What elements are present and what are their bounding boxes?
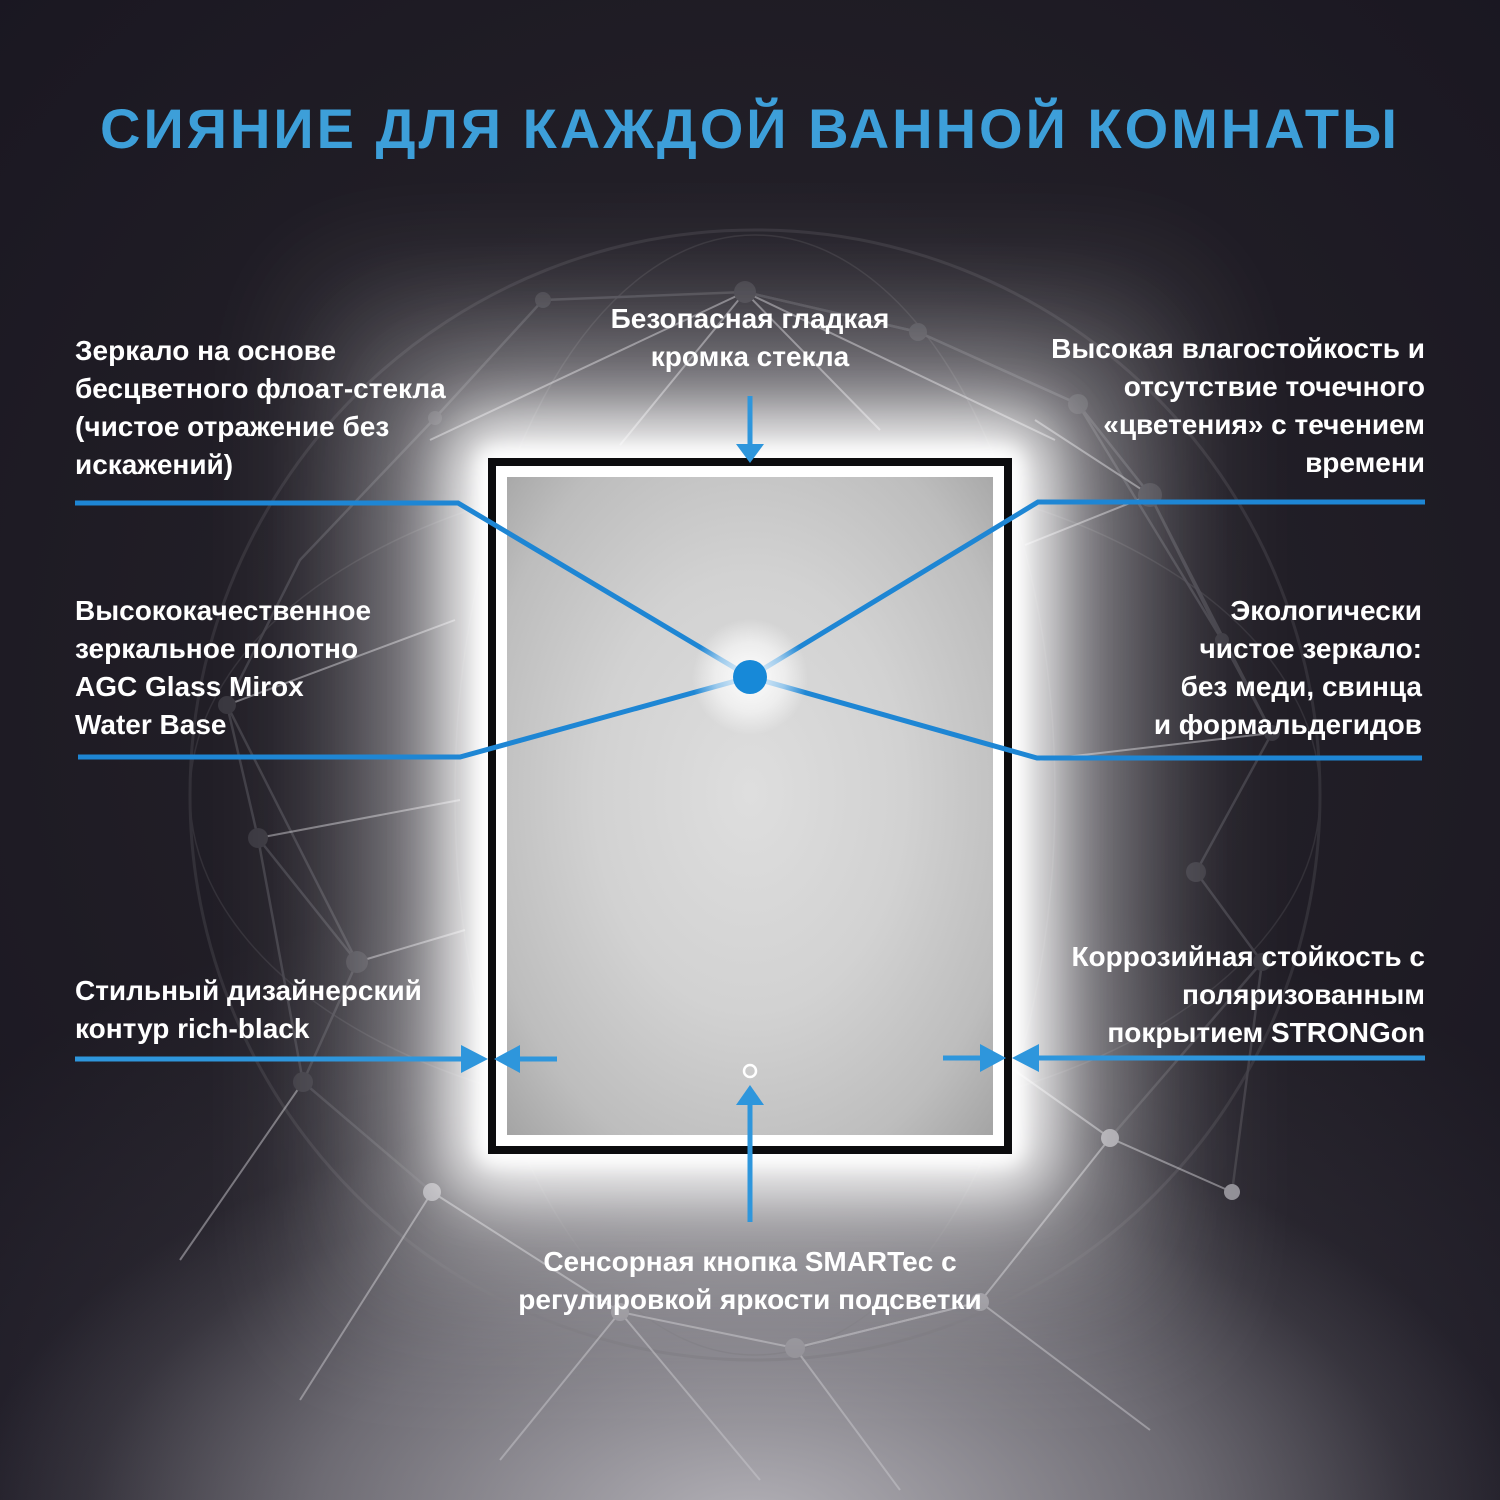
label-rich-black: Стильный дизайнерский контур rich-black: [75, 975, 422, 1044]
arrows-converging-right-icon: [943, 1044, 1425, 1072]
touch-button-icon: [742, 1063, 758, 1079]
arrow-down-icon: [736, 396, 764, 463]
label-smartec-button: Сенсорная кнопка SMARTec с регулировкой …: [518, 1246, 982, 1315]
callout-line-middle-left: [78, 674, 751, 760]
callout-line-top-left: [75, 500, 752, 680]
label-safe-edge: Безопасная гладкая кромка стекла: [610, 303, 890, 372]
mirror-glass-surface: [507, 477, 993, 1135]
plexus-light-nodes: [423, 1129, 1240, 1358]
label-strongon: Коррозийная стойкость с поляризованным п…: [1071, 941, 1425, 1048]
label-agc-glass: Высококачественное зеркальное полотно AG…: [75, 595, 372, 740]
plexus-dark-lines: [225, 290, 1274, 1193]
arrow-up-icon: [736, 1085, 764, 1222]
label-float-glass: Зеркало на основе бесцветного флоат-стек…: [75, 335, 446, 480]
label-moisture-resist: Высокая влагостойкость и отсутствие точе…: [1051, 333, 1425, 478]
callout-line-middle-right: [749, 674, 1422, 761]
label-eco-mirror: Экологически чистое зеркало: без меди, с…: [1153, 595, 1422, 740]
page-title: СИЯНИЕ ДЛЯ КАЖДОЙ ВАННОЙ КОМНАТЫ: [100, 97, 1400, 160]
callout-line-top-right: [748, 499, 1425, 680]
center-dot: [733, 660, 767, 694]
mirror-inner-led-band: [496, 466, 1004, 1146]
arrows-converging-left-icon: [75, 1045, 557, 1073]
